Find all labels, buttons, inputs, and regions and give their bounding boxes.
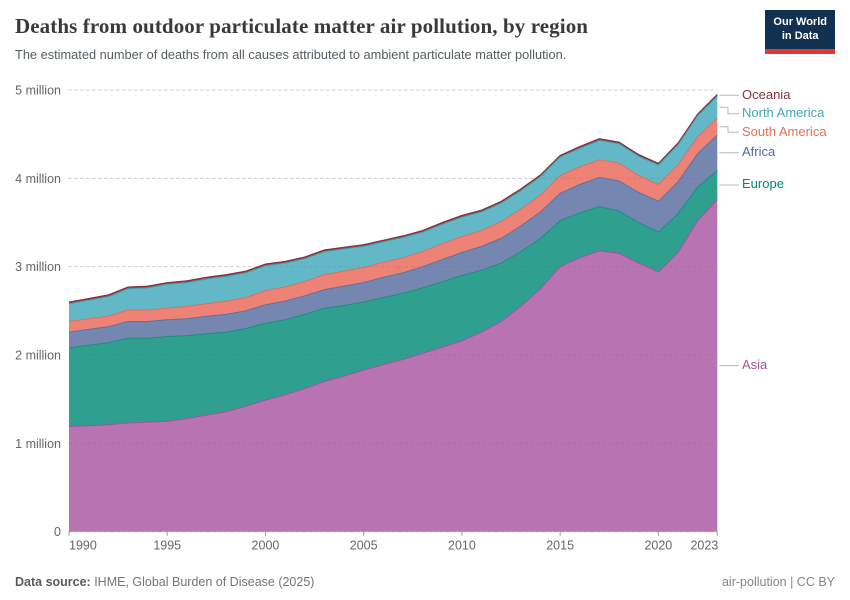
x-tick-label: 1995	[153, 539, 181, 553]
area-outline-oceania	[68, 94, 718, 303]
legend-item-north-america[interactable]: North America	[742, 105, 825, 121]
x-tick-label: 1990	[69, 539, 97, 553]
area-outline-south-america	[68, 117, 718, 322]
y-tick-label: 4 million	[15, 172, 61, 186]
area-asia[interactable]	[69, 199, 718, 532]
y-tick-label: 3 million	[15, 260, 61, 274]
area-outline-europe	[68, 170, 718, 349]
y-tick-label: 0	[54, 525, 61, 539]
legend-connector	[719, 126, 739, 133]
footer-license[interactable]: air-pollution | CC BY	[721, 575, 835, 589]
footer-source: Data source: IHME, Global Burden of Dise…	[15, 575, 314, 589]
x-tick-label: 2015	[546, 539, 574, 553]
area-south-america[interactable]	[69, 118, 718, 333]
x-tick-label: 2023	[690, 539, 718, 553]
x-tick-label: 2005	[350, 539, 378, 553]
area-outline-north-america	[68, 95, 718, 305]
area-north-america[interactable]	[69, 96, 718, 322]
x-tick-label: 2010	[448, 539, 476, 553]
area-europe[interactable]	[69, 170, 718, 427]
owid-logo[interactable]: Our World in Data	[765, 10, 835, 54]
chart-footer: Data source: IHME, Global Burden of Dise…	[15, 575, 835, 589]
legend-item-europe[interactable]: Europe	[742, 176, 784, 192]
owid-logo-line2: in Data	[781, 29, 819, 42]
legend-item-africa[interactable]: Africa	[742, 144, 776, 160]
y-tick-label: 1 million	[15, 437, 61, 451]
owid-logo-line1: Our World	[773, 16, 827, 28]
chart-subtitle: The estimated number of deaths from all …	[15, 47, 567, 62]
area-outline-africa	[68, 134, 718, 333]
x-tick-label: 2020	[644, 539, 672, 553]
footer-source-label: Data source:	[15, 575, 91, 589]
page-title: Deaths from outdoor particulate matter a…	[15, 14, 589, 38]
legend-item-asia[interactable]: Asia	[742, 357, 768, 373]
area-outline-asia	[68, 199, 718, 428]
legend-item-oceania[interactable]: Oceania	[742, 86, 791, 102]
footer-source-text: IHME, Global Burden of Disease (2025)	[90, 575, 315, 589]
y-tick-label: 5 million	[15, 84, 61, 98]
x-tick-label: 2000	[252, 539, 280, 553]
y-tick-label: 2 million	[15, 349, 61, 363]
area-africa[interactable]	[69, 135, 718, 348]
legend-item-south-america[interactable]: South America	[742, 123, 827, 139]
chart-header: Deaths from outdoor particulate matter a…	[15, 10, 760, 62]
legend-connector	[719, 106, 739, 115]
